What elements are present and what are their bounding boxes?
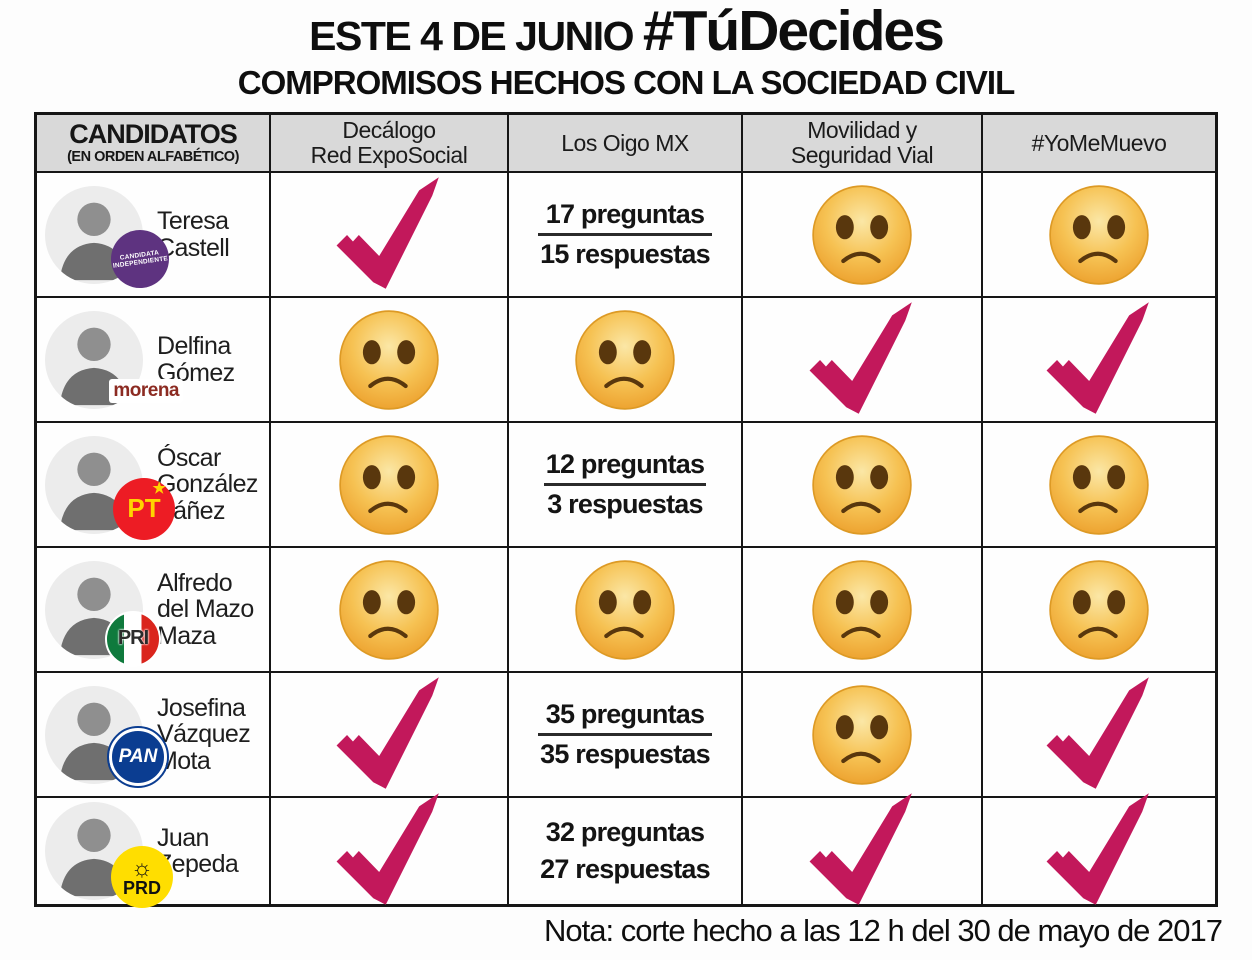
pt-logo: ★ PT xyxy=(113,477,175,540)
questions-answers: 17 preguntas 15 respuestas xyxy=(538,196,712,273)
footer-note: Nota: corte hecho a las 12 h del 30 de m… xyxy=(544,913,1223,948)
sad-face-icon xyxy=(337,558,441,662)
sad-face-icon xyxy=(810,683,914,787)
cell-check xyxy=(983,798,1215,904)
candidate-cell: PAN Josefina Vázquez Mota xyxy=(37,673,269,796)
candidate-photo: ★ PT xyxy=(45,436,175,540)
sad-face-icon xyxy=(1047,433,1151,537)
candidate-name: Juan Zepeda xyxy=(157,823,239,878)
candidate-cell: ★ PT Óscar González Yáñez xyxy=(37,423,269,546)
header-cell-decalogo: Decálogo Red ExpoSocial xyxy=(271,115,507,171)
sun-icon: ☼ xyxy=(131,855,153,883)
sad-face-icon xyxy=(573,558,677,662)
cell-check xyxy=(983,673,1215,796)
check-icon xyxy=(319,792,459,910)
candidate-photo: morena xyxy=(45,311,183,409)
cell-check xyxy=(271,673,507,796)
page-subtitle: COMPROMISOS HECHOS CON LA SOCIEDAD CIVIL xyxy=(237,64,1016,101)
cell-sad xyxy=(271,423,507,546)
candidate-cell: morena Delfina Gómez xyxy=(37,298,269,421)
star-icon: ★ xyxy=(152,479,166,497)
morena-logo: morena xyxy=(109,378,183,403)
header-cell-losoigo: Los Oigo MX xyxy=(509,115,741,171)
cell-check xyxy=(271,173,507,296)
cell-sad xyxy=(509,548,741,671)
questions-answers: 35 preguntas 35 respuestas xyxy=(538,696,712,773)
candidate-cell: ☼ PRD Juan Zepeda xyxy=(37,798,269,908)
cell-qa: 17 preguntas 15 respuestas xyxy=(509,173,741,296)
cell-sad xyxy=(271,298,507,421)
candidate-name: Delfina Gómez xyxy=(157,332,235,387)
cell-sad xyxy=(983,173,1215,296)
header-cell-movilidad: Movilidad y Seguridad Vial xyxy=(743,115,981,171)
cell-sad xyxy=(509,298,741,421)
check-icon xyxy=(319,676,459,794)
candidate-photo: PAN xyxy=(45,686,169,788)
cell-sad xyxy=(983,423,1215,546)
candidate-name: Josefina Vázquez Mota xyxy=(157,693,251,775)
cell-check xyxy=(743,298,981,421)
sad-face-icon xyxy=(810,558,914,662)
cell-qa: 35 preguntas 35 respuestas xyxy=(509,673,741,796)
check-icon xyxy=(792,792,932,910)
header-cell-yomemuevo: #YoMeMuevo xyxy=(983,115,1215,171)
sad-face-icon xyxy=(337,433,441,537)
page-header: ESTE 4 DE JUNIO #TúDecides COMPROMISOS H… xyxy=(0,3,1252,103)
candidate-photo: ☼ PRD xyxy=(45,802,173,908)
cell-qa: 12 preguntas 3 respuestas xyxy=(509,423,741,546)
sad-face-icon xyxy=(810,433,914,537)
candidate-name: Teresa Castell xyxy=(157,207,230,262)
sad-face-icon xyxy=(1047,558,1151,662)
sad-face-icon xyxy=(573,308,677,412)
cell-sad xyxy=(743,548,981,671)
commitments-table: CANDIDATOS (EN ORDEN ALFABÉTICO) Decálog… xyxy=(34,112,1218,908)
check-icon xyxy=(1029,301,1169,419)
cell-check xyxy=(983,298,1215,421)
candidate-photo: CANDIDATA INDEPENDIENTE xyxy=(45,186,173,292)
cell-sad xyxy=(983,548,1215,671)
candidate-cell: PRI Alfredo del Mazo Maza xyxy=(37,548,269,671)
sad-face-icon xyxy=(810,183,914,287)
cell-check xyxy=(743,798,981,904)
candidate-photo: PRI xyxy=(45,561,161,667)
cell-sad xyxy=(743,673,981,796)
cell-qa: 32 preguntas 27 respuestas xyxy=(509,798,741,904)
header-label: CANDIDATOS xyxy=(69,119,238,150)
questions-answers: 32 preguntas 27 respuestas xyxy=(540,817,711,884)
prd-logo: ☼ PRD xyxy=(111,846,173,908)
pan-logo: PAN xyxy=(107,725,169,788)
cell-sad xyxy=(743,423,981,546)
cell-check xyxy=(271,798,507,904)
cell-sad xyxy=(743,173,981,296)
check-icon xyxy=(319,176,459,294)
sad-face-icon xyxy=(1047,183,1151,287)
header-sublabel: (EN ORDEN ALFABÉTICO) xyxy=(67,149,239,166)
check-icon xyxy=(1029,676,1169,794)
candidate-cell: CANDIDATA INDEPENDIENTE Teresa Castell xyxy=(37,173,269,296)
candidate-name: Alfredo del Mazo Maza xyxy=(157,568,254,650)
questions-answers: 12 preguntas 3 respuestas xyxy=(543,446,707,523)
pri-logo: PRI xyxy=(105,610,161,667)
check-icon xyxy=(792,301,932,419)
check-icon xyxy=(1029,792,1169,910)
cell-sad xyxy=(271,548,507,671)
sad-face-icon xyxy=(337,308,441,412)
page-title: ESTE 4 DE JUNIO #TúDecides xyxy=(0,3,1252,63)
title-prefix: ESTE 4 DE JUNIO xyxy=(309,13,643,59)
header-cell-candidatos: CANDIDATOS (EN ORDEN ALFABÉTICO) xyxy=(37,115,269,171)
title-hashtag: #TúDecides xyxy=(642,0,945,63)
